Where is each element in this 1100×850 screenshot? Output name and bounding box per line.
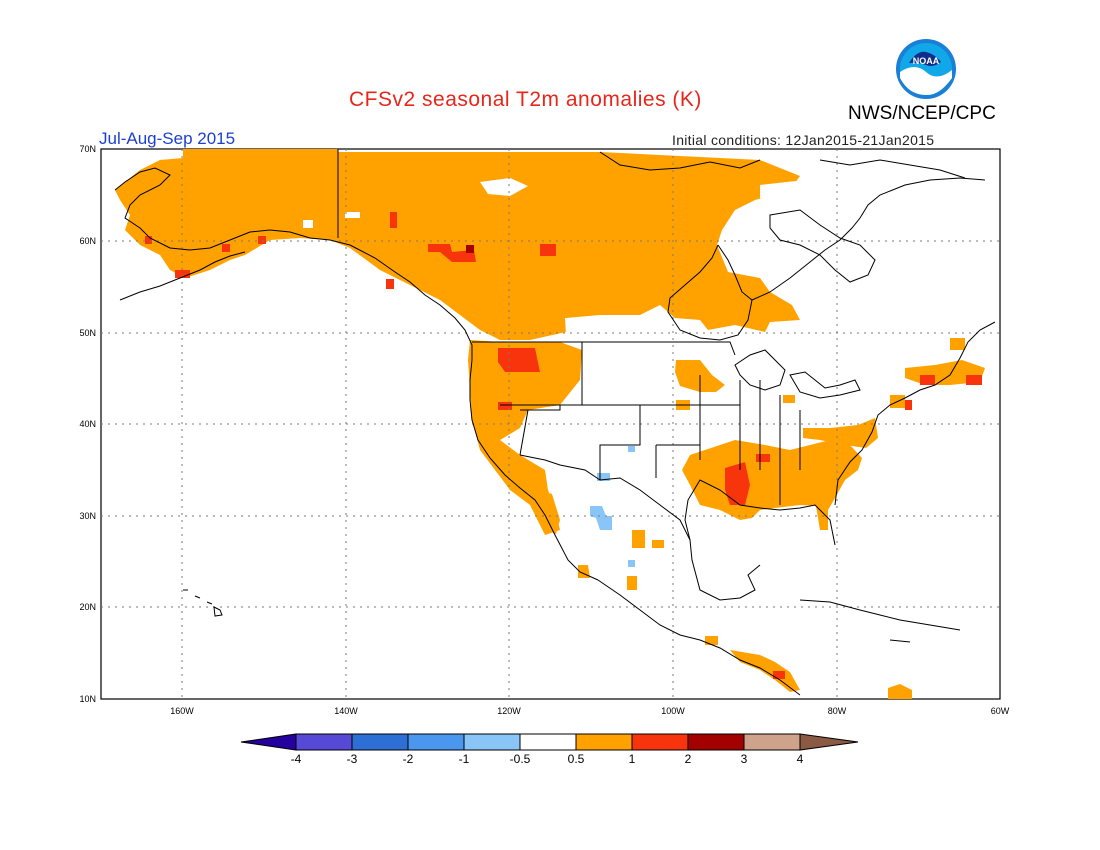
political-borders	[337, 149, 801, 541]
colorbar-label: 0.5	[567, 752, 585, 766]
colorbar-swatch	[799, 733, 859, 751]
initial-conditions: Initial conditions: 12Jan2015-21Jan2015	[672, 132, 935, 148]
colorbar-label: -2	[402, 752, 414, 766]
coastlines	[114, 151, 996, 696]
colorbar-label: -3	[346, 752, 358, 766]
lat-label: 60N	[79, 236, 96, 246]
colorbar	[240, 733, 859, 751]
anomaly-fill-very-hot	[466, 245, 474, 253]
grid-lines	[101, 149, 1000, 699]
lon-label: 60W	[990, 706, 1010, 716]
lat-label: 40N	[79, 419, 96, 429]
lon-label: 140W	[334, 706, 358, 716]
colorbar-label: -1	[458, 752, 470, 766]
lon-label: 160W	[170, 706, 194, 716]
colorbar-label: 4	[796, 752, 804, 766]
colorbar-swatch	[240, 733, 297, 751]
lon-label: 100W	[661, 706, 685, 716]
colorbar-swatch	[631, 733, 689, 751]
colorbar-swatch	[295, 733, 353, 751]
lat-label: 70N	[79, 144, 96, 154]
lat-label: 30N	[79, 511, 96, 521]
forecast-period: Jul-Aug-Sep 2015	[99, 129, 236, 148]
colorbar-label: 1	[628, 752, 636, 766]
colorbar-swatch	[575, 733, 633, 751]
map-title: CFSv2 seasonal T2m anomalies (K)	[349, 88, 702, 111]
colorbar-label: 3	[740, 752, 748, 766]
colorbar-swatch	[519, 733, 577, 751]
colorbar-label: 2	[684, 752, 692, 766]
agency-label: NWS/NCEP/CPC	[848, 103, 996, 124]
colorbar-label: -4	[290, 752, 302, 766]
lat-label: 10N	[79, 694, 96, 704]
lon-label: 120W	[497, 706, 521, 716]
colorbar-swatch	[687, 733, 745, 751]
colorbar-label: -0.5	[509, 752, 531, 766]
noaa-logo: NOAA	[895, 38, 957, 100]
anomaly-fill-neutral	[303, 178, 815, 342]
colorbar-swatch	[743, 733, 801, 751]
lat-label: 50N	[79, 328, 96, 338]
lon-label: 80W	[827, 706, 847, 716]
svg-text:NOAA: NOAA	[913, 56, 940, 66]
colorbar-swatch	[351, 733, 409, 751]
colorbar-swatch	[407, 733, 465, 751]
colorbar-swatch	[463, 733, 521, 751]
lat-label: 20N	[79, 602, 96, 612]
